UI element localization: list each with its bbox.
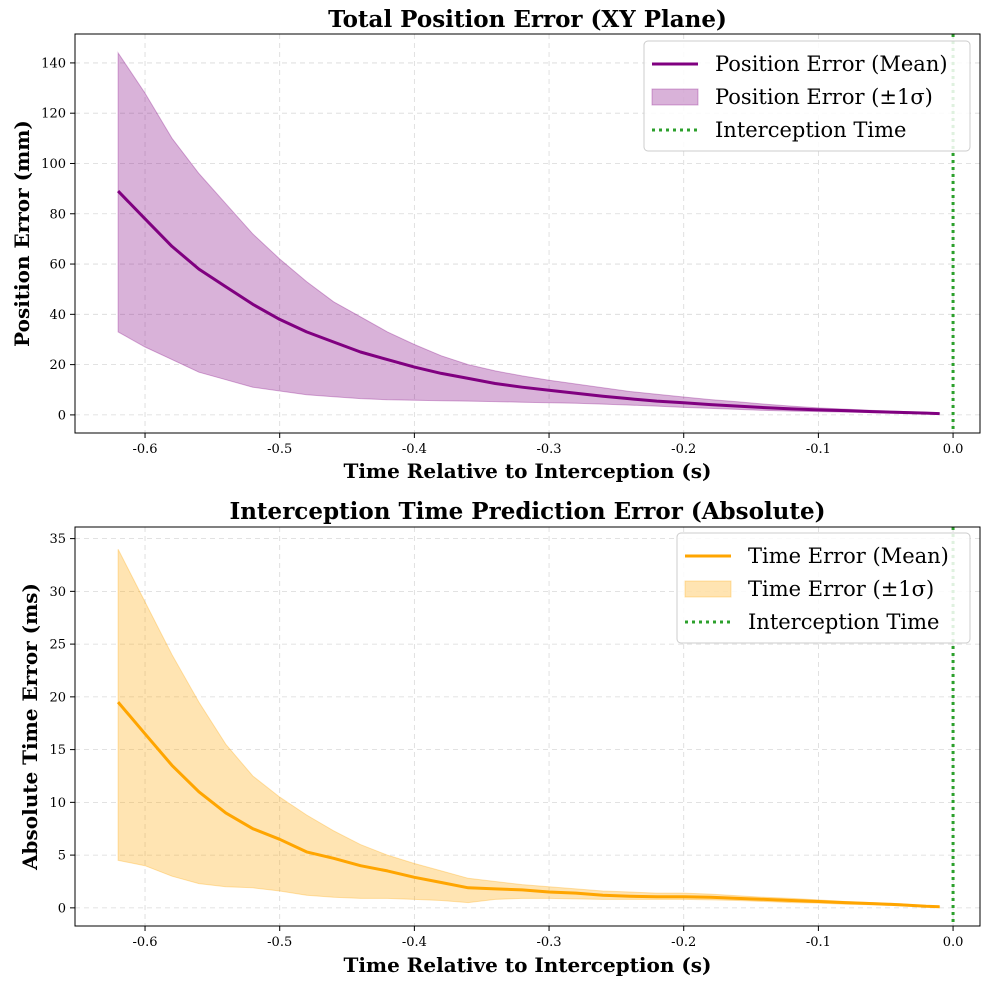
- legend-vline-label: Interception Time: [715, 118, 906, 142]
- x-axis-label: Time Relative to Interception (s): [343, 459, 711, 483]
- y-tick-label: 5: [58, 849, 66, 864]
- y-tick-label: 0: [58, 901, 66, 916]
- y-tick-label: 40: [49, 308, 66, 323]
- legend-mean-label: Time Error (Mean): [748, 544, 949, 568]
- x-tick-label: -0.1: [806, 442, 831, 457]
- y-tick-label: 0: [58, 408, 66, 423]
- mean-line: [116, 701, 940, 909]
- std-band-area: [117, 51, 941, 415]
- y-tick-label: 30: [49, 585, 66, 600]
- chart-position-error: -0.6 -0.5 -0.4 -0.3 -0.2 -0.1 0.0 0 20 40 60 80 100 1…: [10, 6, 981, 483]
- y-tick-label: 140: [41, 56, 66, 71]
- y-tick-label: 15: [49, 743, 66, 758]
- x-tick-label: 0.0: [943, 442, 964, 457]
- y-tick-label: 60: [49, 258, 66, 273]
- legend-mean-label: Position Error (Mean): [715, 52, 948, 76]
- legend-vline-label: Interception Time: [748, 610, 939, 634]
- chart-title: Interception Time Prediction Error (Abso…: [229, 498, 825, 525]
- x-tick-label: -0.6: [132, 442, 157, 457]
- x-tick-label: 0.0: [943, 935, 964, 950]
- x-tick-label: -0.4: [402, 935, 427, 950]
- y-tick-label: 120: [41, 107, 66, 122]
- legend-box: [643, 40, 971, 152]
- y-tick-label: 20: [49, 358, 66, 373]
- y-axis-label: Absolute Time Error (ms): [18, 583, 42, 871]
- y-tick-label: 10: [49, 796, 66, 811]
- x-axis-label: Time Relative to Interception (s): [343, 953, 711, 977]
- x-tick-label: -0.1: [806, 935, 831, 950]
- y-tick-label: 35: [49, 532, 66, 547]
- x-tick-label: -0.5: [267, 442, 292, 457]
- chart-time-error: -0.6 -0.5 -0.4 -0.3 -0.2 -0.1 0.0 0 5 10 15 20 25 30 3…: [18, 498, 981, 977]
- y-tick-label: 25: [49, 638, 66, 653]
- x-tick-label: -0.2: [671, 442, 696, 457]
- x-tick-label: -0.3: [537, 935, 562, 950]
- y-axis-label: Position Error (mm): [10, 120, 34, 347]
- chart-title: Total Position Error (XY Plane): [328, 6, 727, 33]
- x-tick-label: -0.4: [402, 442, 427, 457]
- y-tick-label: 100: [41, 157, 66, 172]
- x-tick-label: -0.6: [132, 935, 157, 950]
- legend-band-swatch: [651, 88, 699, 106]
- legend-band-label: Time Error (±1σ): [748, 577, 934, 601]
- x-tick-label: -0.3: [537, 442, 562, 457]
- mean-line: [117, 190, 940, 416]
- x-tick-label: -0.2: [671, 935, 696, 950]
- legend-band-swatch: [684, 580, 732, 598]
- std-band-area: [117, 548, 941, 908]
- axes-frame: [74, 526, 981, 927]
- axes-frame: [74, 33, 981, 434]
- x-tick-label: -0.5: [267, 935, 292, 950]
- y-tick-label: 80: [49, 207, 66, 222]
- y-tick-label: 20: [49, 690, 66, 705]
- legend-box: [676, 532, 971, 644]
- legend-band-label: Position Error (±1σ): [715, 85, 933, 109]
